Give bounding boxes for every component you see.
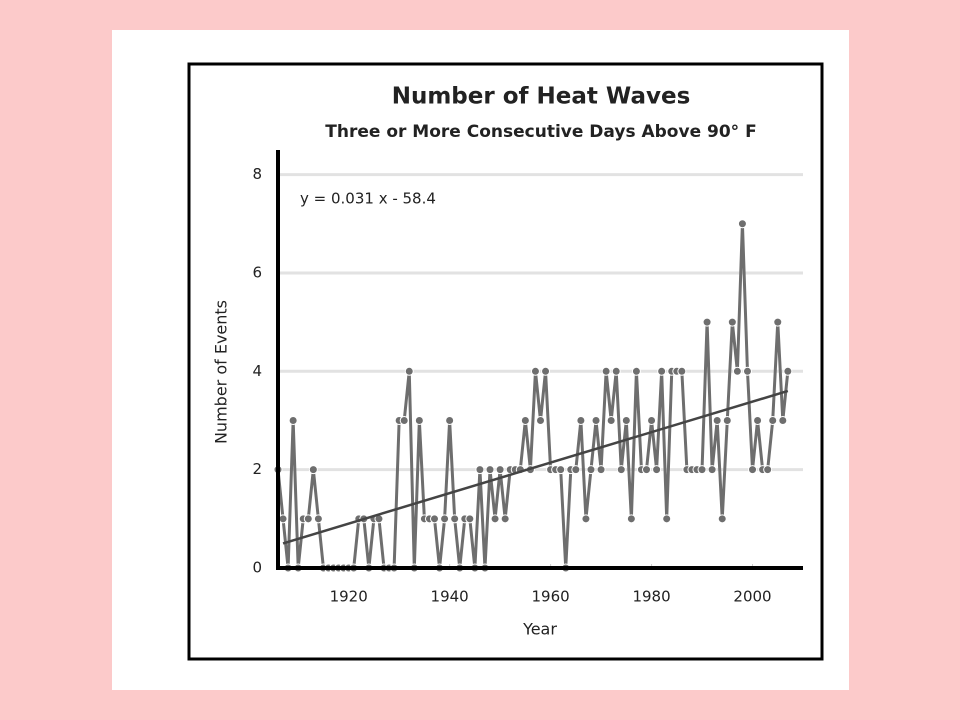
x-tick-label: 1920 [330, 588, 368, 606]
data-point [662, 514, 672, 524]
data-point [596, 465, 606, 475]
trend-line [282, 389, 789, 545]
data-point [657, 366, 667, 376]
data-point [475, 465, 485, 475]
x-tick-label: 2000 [733, 588, 771, 606]
data-point [783, 366, 793, 376]
x-tick-label: 1940 [431, 588, 469, 606]
data-point [536, 415, 545, 425]
data-point [495, 465, 505, 475]
data-point [490, 514, 500, 524]
data-point [601, 366, 611, 376]
data-point [313, 514, 323, 524]
data-point [748, 465, 758, 475]
data-point [429, 514, 439, 524]
data-point [778, 415, 788, 425]
data-point [520, 415, 530, 425]
data-point [616, 465, 626, 475]
data-point [642, 465, 652, 475]
data-point [697, 465, 707, 475]
data-point [586, 465, 596, 475]
data-point [677, 366, 687, 376]
frame [187, 62, 824, 661]
data-point [485, 465, 495, 475]
data-point [556, 465, 566, 475]
data-point [581, 514, 591, 524]
annotation: y = 0.031 x - 58.4 [300, 190, 436, 208]
data-point [707, 465, 717, 475]
y-tick-label: 6 [252, 263, 262, 281]
data-point [414, 415, 424, 425]
data-point [308, 465, 318, 475]
data-point [278, 514, 288, 524]
data-point [652, 465, 662, 475]
data-point [647, 415, 657, 425]
data-point [768, 415, 778, 425]
data-point [773, 317, 783, 327]
data-point [621, 415, 631, 425]
data-point [712, 415, 722, 425]
x-axis-label: Year [522, 620, 557, 639]
y-tick-label: 4 [252, 362, 262, 380]
data-point [500, 514, 510, 524]
data-point [404, 366, 414, 376]
data-point [722, 415, 732, 425]
data-point [717, 514, 727, 524]
data-point [611, 366, 621, 376]
plot [273, 219, 793, 573]
data-point [737, 219, 747, 229]
data-point [626, 514, 636, 524]
data-point [763, 465, 773, 475]
data-point [450, 514, 460, 524]
chart-title: Number of Heat Waves [392, 84, 691, 110]
data-point [742, 366, 752, 376]
data-point [753, 415, 763, 425]
data-point [576, 415, 586, 425]
data-point [399, 415, 409, 425]
data-point [530, 366, 540, 376]
data-point [440, 514, 450, 524]
data-point [465, 514, 475, 524]
data-point [702, 317, 712, 327]
data-point [571, 465, 581, 475]
x-tick-label: 1980 [632, 588, 670, 606]
data-point [606, 415, 616, 425]
data-point [445, 415, 455, 425]
y-axis-label: Number of Events [212, 300, 231, 444]
data-point [591, 415, 601, 425]
data-point [303, 514, 313, 524]
data-point [541, 366, 551, 376]
x-tick-label: 1960 [532, 588, 570, 606]
data-point [727, 317, 737, 327]
y-tick-label: 8 [252, 165, 262, 183]
y-tick-label: 0 [252, 559, 262, 577]
y-tick-label: 2 [252, 460, 262, 478]
data-point [732, 366, 742, 376]
data-point [631, 366, 641, 376]
data-point [288, 415, 298, 425]
chart-subtitle: Three or More Consecutive Days Above 90°… [325, 122, 756, 142]
